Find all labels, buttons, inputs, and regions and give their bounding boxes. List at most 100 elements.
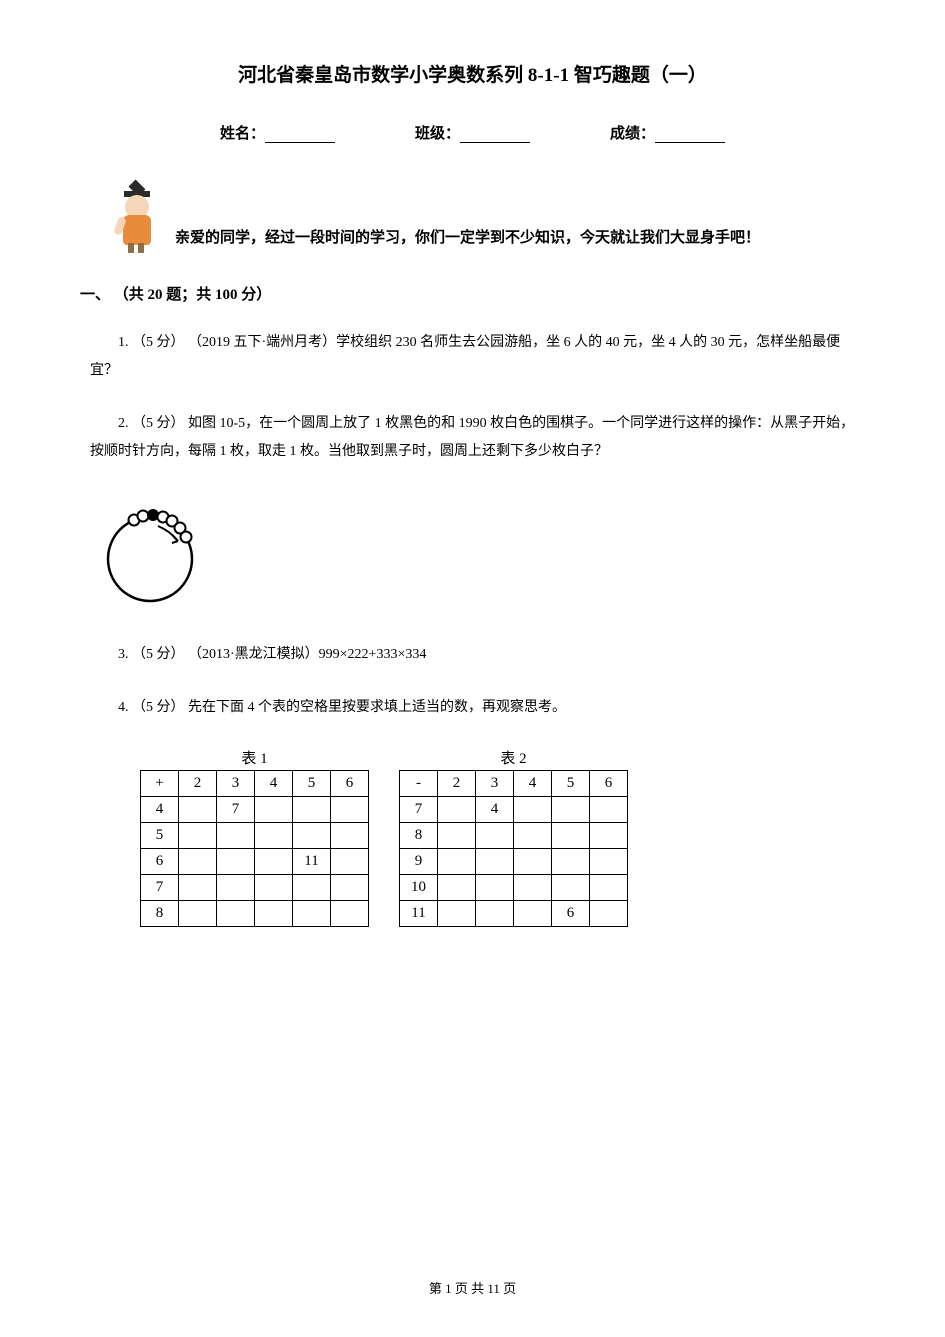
t2-c: 10: [400, 875, 438, 901]
t2-c[interactable]: [438, 875, 476, 901]
tables-row: 表 1 +23456 47 5 611 7 8 表 2 -23456 74 8 …: [140, 747, 855, 927]
page-title: 河北省秦皇岛市数学小学奥数系列 8-1-1 智巧趣题（一）: [90, 60, 855, 87]
t1-c[interactable]: [255, 849, 293, 875]
t1-c: 3: [217, 771, 255, 797]
t1-c: 8: [141, 901, 179, 927]
t1-c[interactable]: [331, 875, 369, 901]
table-2-caption: 表 2: [399, 747, 628, 768]
t1-c[interactable]: [255, 797, 293, 823]
circle-diagram: [90, 491, 855, 616]
t1-c[interactable]: [293, 823, 331, 849]
t2-c[interactable]: [590, 901, 628, 927]
t2-c: 5: [552, 771, 590, 797]
intro-text: 亲爱的同学，经过一段时间的学习，你们一定学到不少知识，今天就让我们大显身手吧！: [175, 226, 760, 247]
score-blank[interactable]: [655, 142, 725, 143]
t2-c[interactable]: [514, 849, 552, 875]
score-field: 成绩：: [610, 122, 725, 143]
t1-c: 6: [331, 771, 369, 797]
t2-c[interactable]: [438, 901, 476, 927]
t1-c[interactable]: [179, 875, 217, 901]
t1-c[interactable]: [331, 823, 369, 849]
t1-c[interactable]: [217, 823, 255, 849]
class-field: 班级：: [415, 122, 530, 143]
table-1-caption: 表 1: [140, 747, 369, 768]
t2-c[interactable]: [552, 849, 590, 875]
t2-c[interactable]: [552, 823, 590, 849]
table-1: +23456 47 5 611 7 8: [140, 770, 369, 927]
t1-c[interactable]: [179, 797, 217, 823]
name-blank[interactable]: [265, 142, 335, 143]
t2-c[interactable]: [590, 849, 628, 875]
t1-c[interactable]: [217, 875, 255, 901]
t2-c[interactable]: [590, 823, 628, 849]
t2-c[interactable]: [590, 797, 628, 823]
t1-c[interactable]: [255, 823, 293, 849]
t2-c[interactable]: [476, 901, 514, 927]
t1-c: 7: [217, 797, 255, 823]
t2-c: 2: [438, 771, 476, 797]
t1-c[interactable]: [217, 901, 255, 927]
name-label: 姓名：: [220, 126, 265, 142]
question-3: 3. （5 分） （2013·黑龙江模拟）999×222+333×334: [90, 641, 855, 669]
score-label: 成绩：: [610, 126, 655, 142]
header-fields: 姓名： 班级： 成绩：: [90, 122, 855, 143]
question-1: 1. （5 分） （2019 五下·端州月考）学校组织 230 名师生去公园游船…: [90, 329, 855, 385]
t1-c[interactable]: [293, 875, 331, 901]
t2-c[interactable]: [514, 823, 552, 849]
page-footer: 第 1 页 共 11 页: [0, 1278, 945, 1297]
t2-c: 3: [476, 771, 514, 797]
mascot-icon: [110, 183, 165, 253]
t2-c: 11: [400, 901, 438, 927]
t1-c[interactable]: [217, 849, 255, 875]
t2-c[interactable]: [438, 823, 476, 849]
t1-c[interactable]: [179, 823, 217, 849]
t1-c[interactable]: [179, 849, 217, 875]
question-4: 4. （5 分） 先在下面 4 个表的空格里按要求填上适当的数，再观察思考。: [90, 694, 855, 722]
t1-c[interactable]: [255, 875, 293, 901]
t1-c: 5: [141, 823, 179, 849]
table-2-wrap: 表 2 -23456 74 8 9 10 116: [399, 747, 628, 927]
t2-c[interactable]: [590, 875, 628, 901]
t1-c[interactable]: [331, 849, 369, 875]
class-blank[interactable]: [460, 142, 530, 143]
t2-c[interactable]: [476, 875, 514, 901]
t2-c: 8: [400, 823, 438, 849]
t1-c: 7: [141, 875, 179, 901]
table-2: -23456 74 8 9 10 116: [399, 770, 628, 927]
t1-c: +: [141, 771, 179, 797]
t1-c[interactable]: [293, 797, 331, 823]
t2-c: 4: [514, 771, 552, 797]
section-header: 一、 （共 20 题；共 100 分）: [80, 283, 855, 304]
t2-c: -: [400, 771, 438, 797]
question-2: 2. （5 分） 如图 10-5，在一个圆周上放了 1 枚黑色的和 1990 枚…: [90, 410, 855, 466]
t2-c: 9: [400, 849, 438, 875]
name-field: 姓名：: [220, 122, 335, 143]
t2-c: 6: [590, 771, 628, 797]
t1-c: 4: [141, 797, 179, 823]
t1-c: 5: [293, 771, 331, 797]
t2-c[interactable]: [476, 849, 514, 875]
t2-c[interactable]: [514, 875, 552, 901]
t2-c[interactable]: [476, 823, 514, 849]
class-label: 班级：: [415, 126, 460, 142]
t1-c[interactable]: [293, 901, 331, 927]
t2-c[interactable]: [514, 901, 552, 927]
t2-c[interactable]: [514, 797, 552, 823]
t1-c: 2: [179, 771, 217, 797]
t1-c[interactable]: [255, 901, 293, 927]
t2-c[interactable]: [438, 849, 476, 875]
t2-c: 7: [400, 797, 438, 823]
t2-c[interactable]: [552, 797, 590, 823]
t1-c: 6: [141, 849, 179, 875]
t2-c[interactable]: [438, 797, 476, 823]
t2-c[interactable]: [552, 875, 590, 901]
t2-c: 4: [476, 797, 514, 823]
t1-c: 11: [293, 849, 331, 875]
t2-c: 6: [552, 901, 590, 927]
table-1-wrap: 表 1 +23456 47 5 611 7 8: [140, 747, 369, 927]
t1-c[interactable]: [331, 797, 369, 823]
t1-c[interactable]: [331, 901, 369, 927]
t1-c[interactable]: [179, 901, 217, 927]
t1-c: 4: [255, 771, 293, 797]
intro-row: 亲爱的同学，经过一段时间的学习，你们一定学到不少知识，今天就让我们大显身手吧！: [110, 183, 855, 253]
